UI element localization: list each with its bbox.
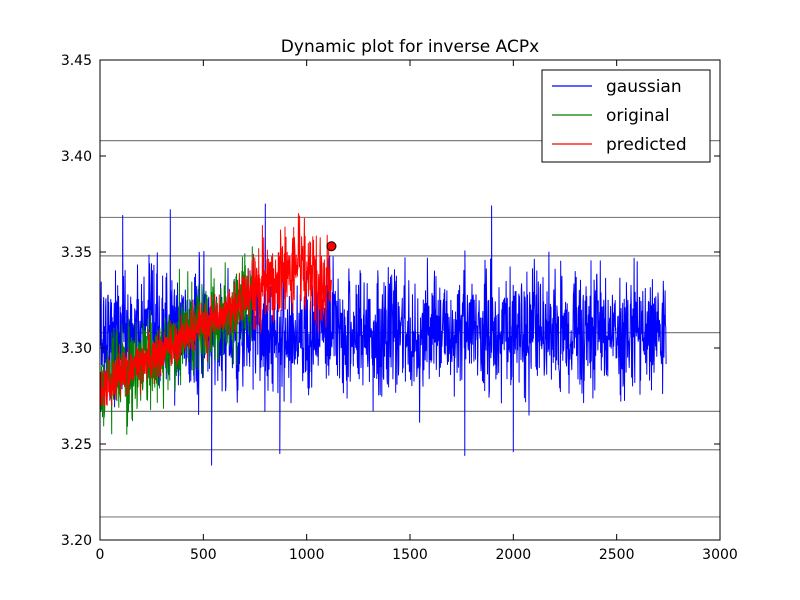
plot-area: 0 500 1000 1500 2000 2500 3000 3.20 3.25 3.30 3.35… <box>61 53 738 563</box>
x-tick-label-3: 1500 <box>392 547 428 563</box>
legend-label-predicted: predicted <box>606 135 687 155</box>
x-tick-label-4: 2000 <box>496 547 532 563</box>
y-tick-label-0: 3.20 <box>61 533 92 549</box>
legend: gaussian original predicted <box>541 69 711 163</box>
y-tick-label-5: 3.45 <box>61 53 92 69</box>
chart-title: Dynamic plot for inverse ACPx <box>281 37 539 57</box>
x-tick-label-0: 0 <box>96 547 105 563</box>
series-line-gaussian <box>100 203 667 466</box>
series-end-marker <box>326 241 337 252</box>
y-tick-label-3: 3.35 <box>61 245 92 261</box>
series-line-predicted <box>100 213 332 407</box>
x-tick-label-5: 2500 <box>599 547 635 563</box>
y-tick-label-2: 3.30 <box>61 341 92 357</box>
legend-label-gaussian: gaussian <box>606 77 682 97</box>
x-tick-label-6: 3000 <box>702 547 738 563</box>
y-tick-label-1: 3.25 <box>61 437 92 453</box>
legend-box <box>541 69 711 163</box>
x-tick-label-1: 500 <box>190 547 217 563</box>
y-tick-label-4: 3.40 <box>61 149 92 165</box>
x-tick-label-2: 1000 <box>289 547 325 563</box>
legend-label-original: original <box>606 106 670 126</box>
